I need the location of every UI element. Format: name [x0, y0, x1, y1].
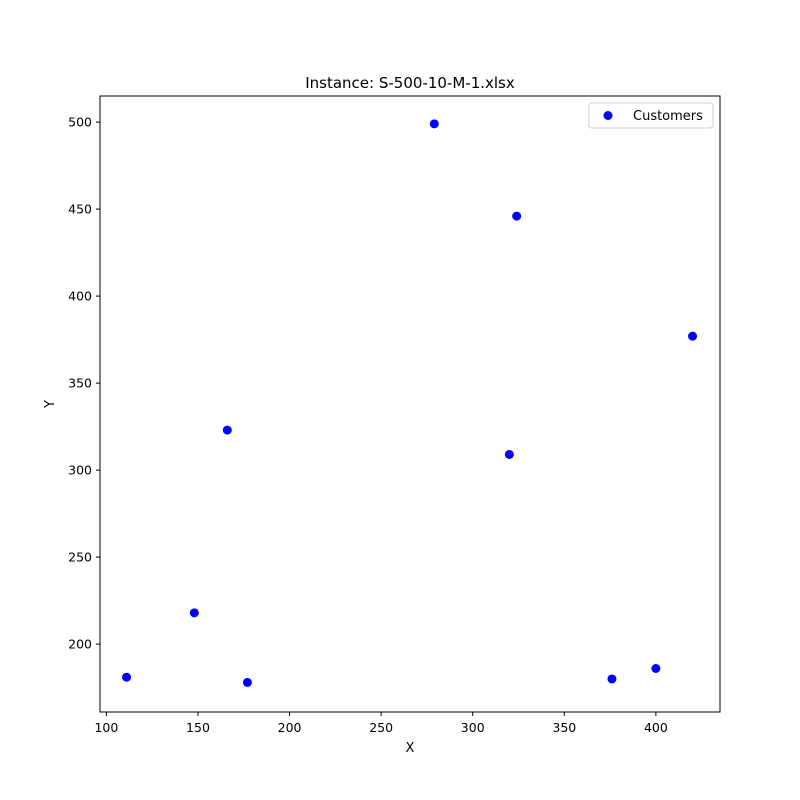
y-tick-label: 300 — [68, 463, 92, 478]
chart-title: Instance: S-500-10-M-1.xlsx — [305, 74, 515, 92]
y-tick-label: 450 — [68, 202, 92, 217]
x-axis: 100 150 200 250 300 350 400 — [94, 712, 668, 735]
data-point — [607, 674, 617, 684]
plot-area — [99, 95, 721, 713]
legend: Customers — [588, 102, 714, 129]
plot-frame — [99, 95, 721, 713]
x-tick-label: 100 — [94, 720, 118, 735]
data-point — [688, 331, 698, 341]
x-tick-label: 300 — [461, 720, 485, 735]
y-tick-label: 500 — [68, 115, 92, 130]
x-tick-label: 150 — [186, 720, 210, 735]
legend-label: Customers — [633, 109, 703, 124]
data-point — [242, 677, 252, 687]
y-tick-label: 350 — [68, 376, 92, 391]
y-tick-label: 250 — [68, 550, 92, 565]
data-point — [651, 663, 661, 673]
y-axis: 200 250 300 350 400 450 500 — [68, 115, 100, 652]
legend-box — [588, 102, 714, 129]
x-tick-label: 200 — [278, 720, 302, 735]
y-axis-label: Y — [43, 400, 58, 409]
data-point — [429, 119, 439, 129]
data-point — [504, 449, 514, 459]
x-tick-label: 400 — [644, 720, 668, 735]
data-point — [189, 608, 199, 618]
x-tick-label: 250 — [369, 720, 393, 735]
x-axis-label: X — [406, 741, 415, 756]
data-points — [122, 119, 698, 687]
data-point — [512, 211, 522, 221]
y-tick-label: 400 — [68, 289, 92, 304]
y-tick-label: 200 — [68, 637, 92, 652]
data-point — [122, 672, 132, 682]
data-point — [222, 425, 232, 435]
x-tick-label: 350 — [552, 720, 576, 735]
legend-marker — [603, 111, 613, 120]
